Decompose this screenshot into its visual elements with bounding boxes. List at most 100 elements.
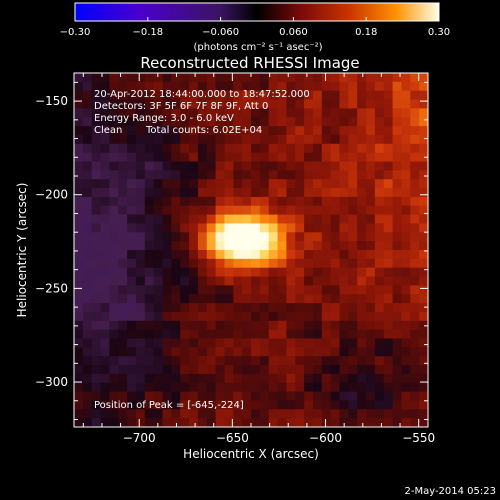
heatmap-cell [374, 409, 385, 419]
heatmap-cell [180, 373, 190, 384]
heatmap-cell [242, 267, 252, 277]
heatmap-cell [127, 391, 137, 401]
heatmap-cell [206, 276, 216, 286]
heatmap-cell [357, 294, 367, 304]
heatmap-cell [304, 179, 314, 189]
heatmap-cell [144, 267, 155, 277]
heatmap-cell [109, 329, 119, 339]
heatmap-cell [82, 250, 93, 260]
heatmap-cell [180, 329, 190, 339]
heatmap-cell [268, 134, 278, 145]
heatmap-cell [366, 294, 376, 304]
heatmap-cell [91, 161, 101, 171]
heatmap-cell [109, 223, 119, 233]
heatmap-cell [135, 382, 146, 392]
heatmap-cell [259, 126, 270, 136]
heatmap-cell [82, 418, 93, 427]
heatmap-cell [277, 373, 287, 384]
heatmap-cell [144, 338, 155, 348]
heatmap-cell [277, 126, 287, 136]
heatmap-cell [233, 285, 243, 295]
heatmap-cell [392, 90, 402, 100]
heatmap-cell [171, 418, 181, 427]
heatmap-cell [127, 320, 137, 331]
heatmap-cell [410, 391, 420, 401]
heatmap-cell [330, 320, 340, 331]
heatmap-cell [286, 400, 296, 410]
heatmap-cell [153, 205, 163, 215]
heatmap-cell [180, 179, 190, 189]
heatmap-cell [366, 90, 376, 100]
heatmap-cell [242, 179, 252, 189]
heatmap-cell [74, 267, 84, 277]
heatmap-cell [304, 391, 314, 401]
heatmap-cell [171, 356, 181, 366]
heatmap-cell [109, 90, 119, 100]
heatmap-cell [348, 81, 358, 92]
heatmap-cell [233, 90, 243, 100]
heatmap-cell [312, 320, 323, 331]
heatmap-cell [91, 320, 101, 331]
heatmap-cell [392, 400, 402, 410]
heatmap-cell [251, 214, 261, 224]
heatmap-cell [242, 196, 252, 207]
colorbar-gradient [74, 2, 440, 22]
heatmap-cell [109, 356, 119, 366]
heatmap-cell [162, 179, 172, 189]
heatmap-cell [392, 320, 402, 331]
heatmap-cell [410, 188, 420, 198]
heatmap-cell [242, 250, 252, 260]
heatmap-cell [268, 338, 278, 348]
heatmap-cell [401, 134, 411, 145]
heatmap-cell [312, 347, 323, 357]
heatmap-cell [348, 126, 358, 136]
heatmap-cell [162, 134, 172, 145]
heatmap-cell [162, 285, 172, 295]
heatmap-cell [153, 356, 163, 366]
heatmap-cell [251, 81, 261, 92]
heatmap-cell [74, 311, 84, 322]
heatmap-cell [153, 117, 163, 127]
heatmap-cell [127, 108, 137, 118]
heatmap-cell [374, 196, 385, 207]
heatmap-cell [410, 373, 420, 384]
heatmap-cell [366, 303, 376, 313]
heatmap-cell [215, 90, 225, 100]
heatmap-cell [374, 285, 385, 295]
heatmap-cell [348, 241, 358, 251]
heatmap-cell [233, 311, 243, 322]
heatmap-cell [189, 152, 199, 162]
heatmap-cell [162, 365, 172, 375]
heatmap-cell [277, 205, 287, 215]
heatmap-cell [295, 267, 305, 277]
heatmap-cell [392, 152, 402, 162]
heatmap-cells [74, 73, 428, 427]
heatmap-cell [295, 90, 305, 100]
heatmap-cell [357, 161, 367, 171]
heatmap-cell [100, 329, 110, 339]
heatmap-cell [339, 373, 349, 384]
heatmap-cell [215, 365, 225, 375]
heatmap-cell [330, 250, 340, 260]
heatmap-cell [144, 170, 155, 180]
heatmap-cell [127, 81, 137, 92]
heatmap-cell [180, 391, 190, 401]
heatmap-cell [135, 320, 146, 331]
heatmap-cell [109, 347, 119, 357]
heatmap-cell [304, 418, 314, 427]
heatmap-cell [242, 117, 252, 127]
heatmap-cell [144, 373, 155, 384]
heatmap-cell [330, 391, 340, 401]
heatmap-cell [295, 232, 305, 242]
heatmap-cell [392, 356, 402, 366]
heatmap-cell [206, 161, 216, 171]
heatmap-cell [392, 117, 402, 127]
heatmap-cell [153, 418, 163, 427]
heatmap-cell [419, 205, 428, 215]
heatmap-cell [321, 188, 332, 198]
heatmap-cell [189, 285, 199, 295]
heatmap-cell [268, 126, 278, 136]
heatmap-cell [268, 373, 278, 384]
heatmap-cell [374, 143, 385, 154]
heatmap-cell [348, 223, 358, 233]
